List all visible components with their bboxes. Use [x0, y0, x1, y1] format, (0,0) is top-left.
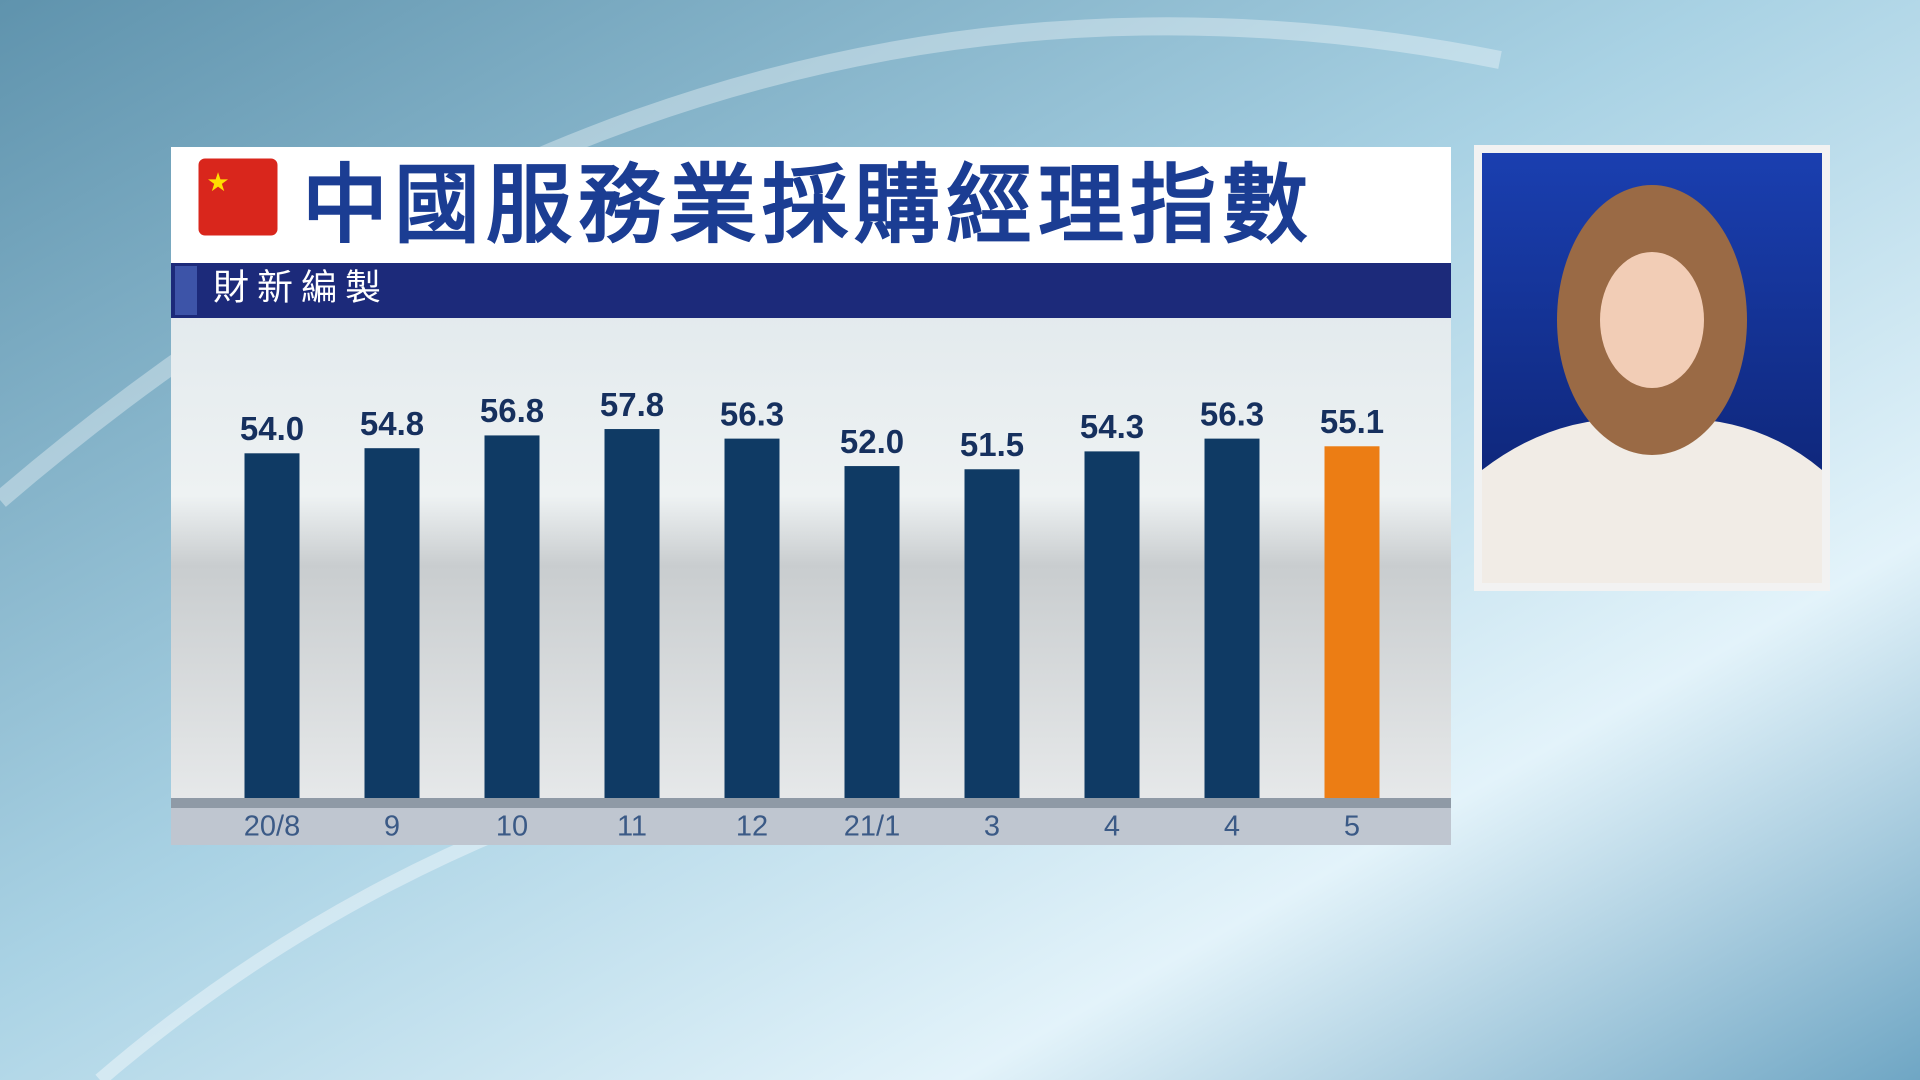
x-tick-label: 4 — [1224, 811, 1240, 843]
presenter-body — [1482, 418, 1822, 583]
subtitle-band — [171, 263, 1451, 318]
x-tick-label: 3 — [984, 811, 1000, 843]
x-tick-label: 12 — [736, 811, 768, 843]
x-tick-label: 9 — [384, 811, 400, 843]
value-label: 54.0 — [240, 410, 304, 447]
value-label: 57.8 — [600, 386, 664, 423]
value-label: 54.8 — [360, 405, 424, 442]
bar — [844, 466, 900, 798]
bar — [244, 453, 300, 798]
value-label: 56.3 — [1200, 395, 1264, 432]
x-tick-label: 10 — [496, 811, 528, 843]
bars: 20/8 54.0 9 54.8 10 56.8 11 57.8 12 56.3 21/1 52.0 3… — [240, 386, 1384, 843]
bar — [1084, 451, 1140, 798]
x-tick-label: 5 — [1344, 811, 1360, 843]
flag-star: ★ — [206, 167, 229, 197]
value-label: 55.1 — [1320, 403, 1384, 440]
subtitle-marker — [175, 266, 197, 315]
flag-icon — [195, 155, 281, 239]
title-band — [171, 147, 1451, 263]
x-tick-label: 11 — [617, 811, 647, 843]
x-tick-label: 21/1 — [844, 811, 900, 843]
x-tick-label: 4 — [1104, 811, 1120, 843]
chart-title: 中國服務業採購經理指數 — [302, 158, 1314, 254]
x-tick-label: 20/8 — [244, 811, 300, 843]
value-label: 54.3 — [1080, 408, 1144, 445]
bar — [604, 429, 660, 798]
presenter-face — [1600, 252, 1704, 388]
value-label: 56.3 — [720, 395, 784, 432]
value-label: 51.5 — [960, 426, 1024, 463]
baseline — [171, 798, 1451, 808]
bar — [1324, 446, 1380, 798]
bar — [1204, 438, 1260, 798]
value-label: 52.0 — [840, 423, 904, 460]
bar — [964, 469, 1020, 798]
bar — [364, 448, 420, 798]
bar — [724, 438, 780, 798]
bar — [484, 435, 540, 798]
value-label: 56.8 — [480, 392, 544, 429]
chart-subtitle: 財新編製 — [213, 267, 389, 308]
